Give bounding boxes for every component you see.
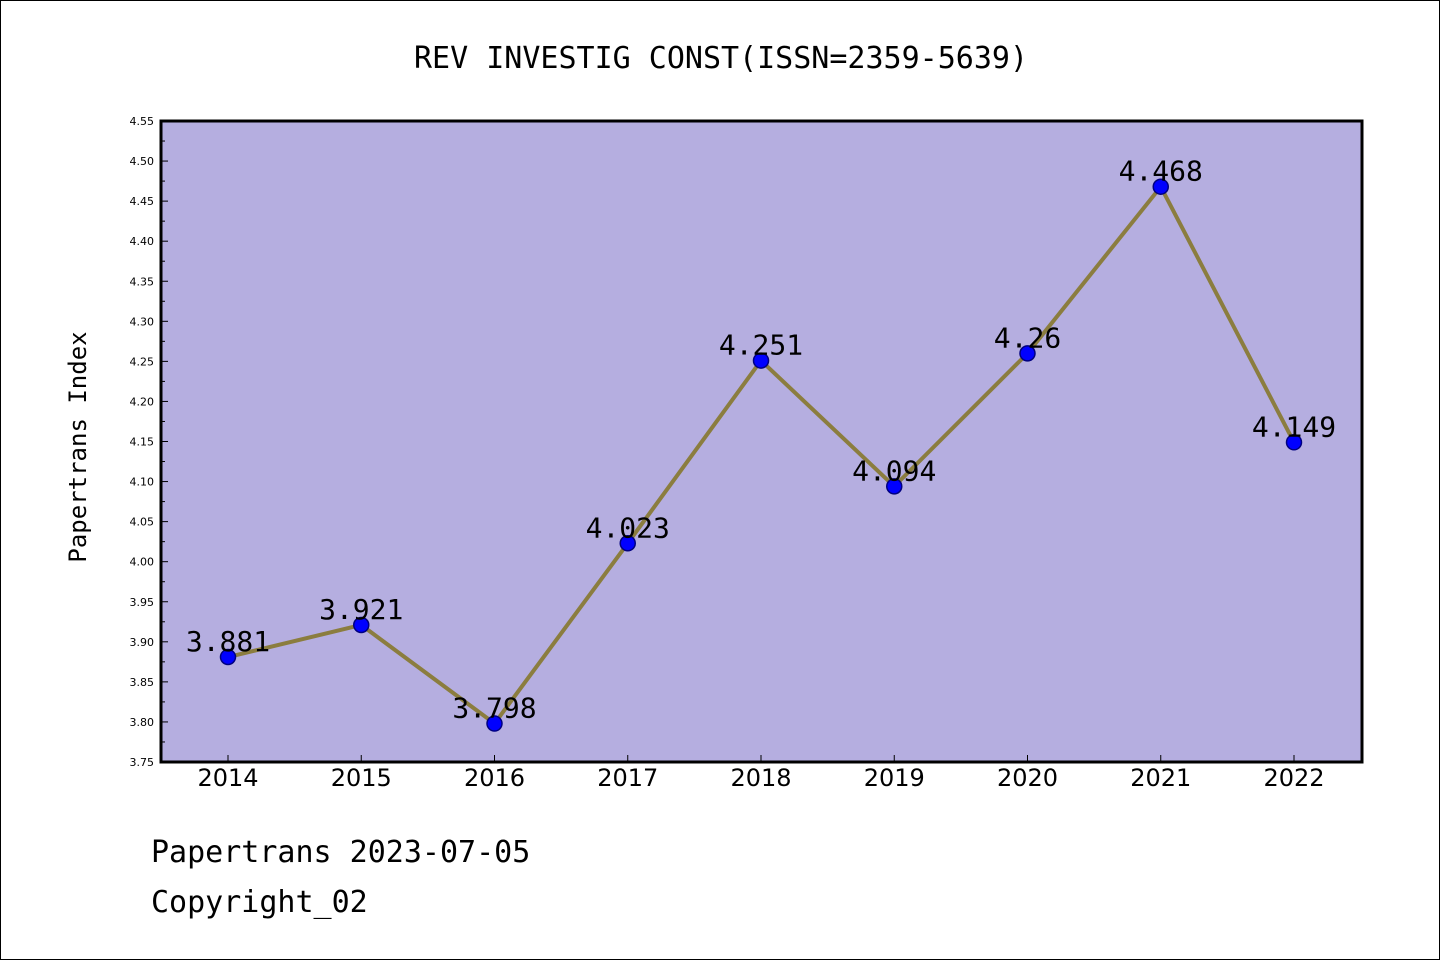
y-tick-label: 4.00 [130, 556, 155, 569]
y-tick-label: 4.15 [130, 436, 155, 449]
footer-date: Papertrans 2023-07-05 [151, 835, 531, 870]
x-tick-label: 2016 [464, 764, 525, 792]
data-label: 4.468 [1119, 155, 1203, 188]
data-label: 4.251 [719, 329, 803, 362]
x-tick-label: 2015 [331, 764, 392, 792]
y-tick-label: 4.05 [130, 516, 155, 529]
x-tick-label: 2018 [730, 764, 791, 792]
y-tick-label: 4.45 [130, 195, 155, 208]
y-tick-label: 3.75 [130, 756, 155, 769]
data-point [1152, 178, 1169, 195]
data-point [1285, 434, 1303, 451]
data-point [619, 535, 636, 552]
y-tick-label: 3.80 [130, 716, 155, 729]
chart-title: REV INVESTIG CONST(ISSN=2359-5639) [414, 41, 1028, 76]
footer-copyright: Copyright_02 [151, 885, 368, 920]
x-tick-label: 2017 [597, 764, 658, 792]
y-tick-label: 3.95 [130, 596, 155, 609]
data-point [886, 478, 903, 495]
y-tick-label: 3.85 [130, 676, 155, 689]
data-label: 4.149 [1252, 410, 1336, 443]
data-label: 3.798 [452, 692, 536, 725]
y-axis: 3.75 3.80 3.85 3.90 3.95 4.00 4.05 4.10 4.15 4.20… [130, 115, 168, 769]
y-tick-label: 4.10 [130, 476, 155, 489]
data-labels: 3.881 3.921 3.798 4.023 4.251 4.094 4.26 4.468 4… [186, 155, 1336, 725]
data-label: 4.094 [852, 454, 936, 487]
y-tick-label: 4.30 [130, 315, 155, 328]
y-tick-label: 4.25 [130, 355, 155, 368]
data-point [752, 352, 770, 369]
data-label: 3.881 [186, 625, 270, 658]
data-label: 3.921 [319, 593, 403, 626]
x-tick-label: 2014 [197, 764, 258, 792]
x-tick-label: 2020 [997, 764, 1058, 792]
x-tick-label: 2021 [1130, 764, 1191, 792]
x-tick-label: 2022 [1263, 764, 1324, 792]
data-point [219, 648, 237, 666]
data-label: 4.023 [586, 511, 670, 544]
y-axis-title: Papertrans Index [64, 331, 92, 562]
y-tick-label: 3.90 [130, 636, 155, 649]
y-tick-label: 4.35 [130, 275, 155, 288]
data-point [1019, 345, 1036, 362]
x-axis: 2014 2015 2016 2017 2018 2019 2020 2021 2022 [197, 755, 1325, 792]
data-point [486, 715, 503, 732]
y-tick-label: 4.20 [130, 395, 155, 408]
plot-area [159, 119, 1364, 764]
y-tick-label: 4.40 [130, 235, 155, 248]
series-markers [219, 178, 1303, 732]
y-tick-label: 4.50 [130, 155, 155, 168]
data-point [353, 616, 370, 634]
x-tick-label: 2019 [864, 764, 925, 792]
data-label: 4.26 [994, 321, 1061, 354]
y-tick-label: 4.55 [130, 115, 155, 128]
